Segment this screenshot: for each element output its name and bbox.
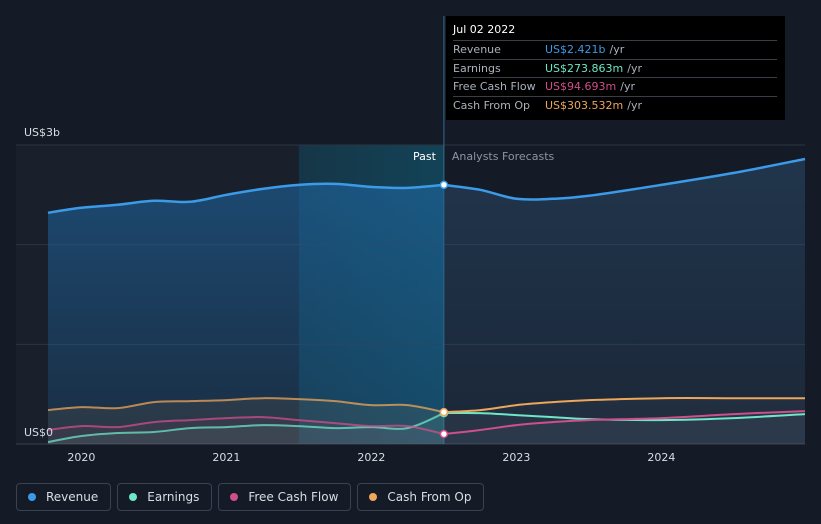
forecast-label: Analysts Forecasts (452, 150, 555, 163)
x-tick-label: 2022 (357, 451, 385, 464)
tooltip-date: Jul 02 2022 (453, 23, 516, 36)
revenue-area-past (48, 183, 444, 444)
tooltip-row-earnings: Earnings US$273.863m /yr (453, 58, 777, 78)
tooltip-row-free-cash-flow: Free Cash Flow US$94.693m /yr (453, 77, 777, 96)
revenue-marker (439, 180, 449, 190)
free-cash-flow-line-past (47, 416, 445, 435)
legend: Revenue Earnings Free Cash Flow Cash Fro… (16, 483, 485, 511)
free-cash-flow-line-forecast (443, 410, 806, 435)
tooltip-row-cash-from-op: Cash From Op US$303.532m /yr (453, 95, 777, 115)
legend-dot-icon (28, 493, 36, 501)
cash-from-op-line-past (47, 397, 445, 414)
legend-dot-icon (129, 493, 138, 501)
legend-item-cash-from-op[interactable]: Cash From Op (357, 483, 485, 511)
legend-item-earnings[interactable]: Earnings (117, 483, 213, 511)
earnings-area-past (48, 413, 444, 444)
tooltip-value: US$273.863m (545, 61, 624, 75)
legend-label: Revenue (46, 490, 99, 504)
y-axis-top-label: US$3b (24, 126, 60, 139)
tooltip-value: US$303.532m (545, 98, 624, 112)
legend-dot-icon (230, 493, 239, 501)
tooltip-label: Revenue (453, 43, 501, 57)
legend-label: Earnings (147, 490, 200, 504)
revenue-line-forecast (443, 157, 806, 201)
legend-item-revenue[interactable]: Revenue (16, 483, 112, 511)
revenue-area-forecast (443, 159, 805, 444)
earnings-area-forecast (443, 412, 805, 444)
cash-from-op-marker (439, 407, 449, 417)
tooltip-value: US$94.693m (545, 80, 617, 94)
x-tick-label: 2021 (212, 451, 240, 464)
tooltip-label: Free Cash Flow (453, 80, 536, 94)
x-tick-label: 2020 (67, 451, 95, 464)
tooltip-unit: /yr (627, 98, 642, 112)
x-tick-label: 2024 (647, 451, 675, 464)
y-axis-bottom-label: US$0 (24, 426, 53, 439)
tooltip-label: Cash From Op (453, 98, 531, 112)
legend-dot-icon (369, 493, 378, 501)
earnings-line-forecast (443, 411, 806, 422)
free-cash-flow-marker (439, 429, 449, 439)
tooltip-row-revenue: Revenue US$2.421b /yr (453, 40, 777, 59)
cash-from-op-area-forecast (443, 398, 805, 444)
x-tick-label: 2023 (502, 451, 530, 464)
tooltip-unit: /yr (609, 43, 625, 57)
tooltip-unit: /yr (620, 80, 635, 94)
tooltip-label: Earnings (453, 61, 501, 75)
tooltip-unit: /yr (627, 61, 642, 75)
tooltip-value: US$2.421b (545, 43, 606, 57)
legend-label: Free Cash Flow (248, 490, 339, 504)
earnings-line-past (47, 412, 445, 443)
tooltip: Jul 02 2022 Revenue US$2.421b /yr Earnin… (446, 16, 785, 120)
cash-from-op-line-forecast (443, 397, 805, 414)
revenue-line-past (47, 182, 445, 215)
past-label: Past (413, 150, 437, 163)
legend-item-free-cash-flow[interactable]: Free Cash Flow (218, 483, 352, 511)
legend-label: Cash From Op (387, 490, 472, 504)
